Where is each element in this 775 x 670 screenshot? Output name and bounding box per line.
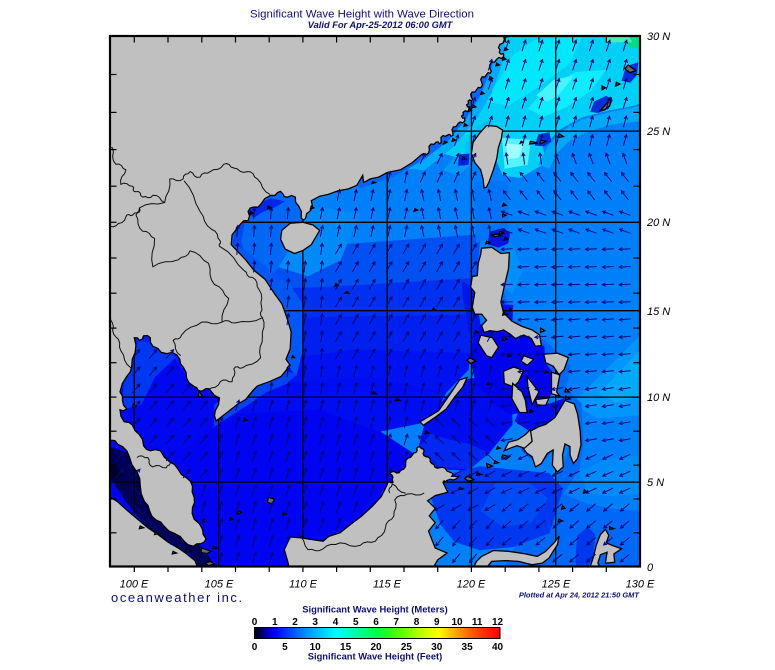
svg-text:10: 10	[310, 642, 322, 653]
svg-text:6: 6	[373, 617, 379, 628]
svg-text:0: 0	[252, 642, 258, 653]
svg-text:3: 3	[312, 617, 318, 628]
svg-text:Valid For Apr-25-2012 06:00 GM: Valid For Apr-25-2012 06:00 GMT	[308, 20, 454, 30]
svg-text:125 E: 125 E	[542, 579, 571, 591]
svg-text:105 E: 105 E	[205, 579, 234, 591]
svg-text:oceanweather inc.: oceanweather inc.	[111, 590, 244, 605]
svg-text:35: 35	[462, 642, 474, 653]
svg-text:120 E: 120 E	[457, 579, 486, 591]
svg-text:30: 30	[431, 642, 443, 653]
svg-text:4: 4	[333, 617, 339, 628]
svg-text:0: 0	[647, 562, 654, 574]
svg-text:10 N: 10 N	[647, 392, 670, 404]
svg-text:40: 40	[492, 642, 504, 653]
svg-text:0: 0	[252, 617, 258, 628]
svg-text:12: 12	[492, 617, 504, 628]
svg-text:5: 5	[282, 642, 288, 653]
svg-text:Plotted at Apr 24, 2012 21:50: Plotted at Apr 24, 2012 21:50 GMT	[519, 591, 641, 600]
svg-text:Significant Wave Height with W: Significant Wave Height with Wave Direct…	[250, 8, 474, 20]
svg-text:5 N: 5 N	[647, 477, 664, 489]
svg-text:9: 9	[434, 617, 440, 628]
svg-text:20 N: 20 N	[646, 217, 670, 229]
svg-text:20: 20	[370, 642, 382, 653]
svg-text:30 N: 30 N	[647, 31, 670, 43]
svg-text:1: 1	[272, 617, 278, 628]
svg-text:7: 7	[393, 617, 399, 628]
svg-text:25: 25	[401, 642, 413, 653]
svg-text:110 E: 110 E	[289, 579, 318, 591]
svg-text:8: 8	[414, 617, 420, 628]
svg-text:130 E: 130 E	[626, 579, 655, 591]
svg-text:15 N: 15 N	[647, 306, 670, 318]
svg-text:25 N: 25 N	[646, 126, 670, 138]
svg-text:2: 2	[292, 617, 298, 628]
svg-text:Significant Wave Height (Feet): Significant Wave Height (Feet)	[308, 651, 443, 662]
svg-text:5: 5	[353, 617, 359, 628]
svg-text:115 E: 115 E	[373, 579, 402, 591]
svg-text:11: 11	[472, 617, 483, 628]
svg-text:15: 15	[340, 642, 352, 653]
svg-text:10: 10	[451, 617, 463, 628]
svg-text:Significant Wave Height (Meter: Significant Wave Height (Meters)	[302, 604, 448, 615]
svg-text:100 E: 100 E	[120, 579, 149, 591]
